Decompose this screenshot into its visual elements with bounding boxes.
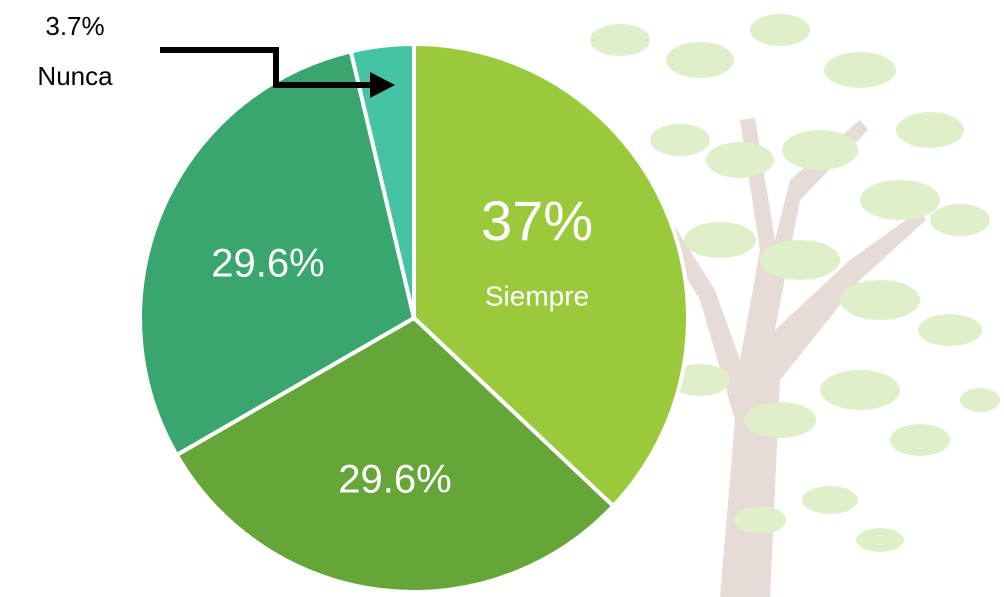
category-label: Nunca	[37, 61, 113, 91]
callout-arrow	[160, 47, 395, 98]
pie-slice	[138, 49, 416, 457]
background-tree	[590, 14, 1000, 597]
category-label: Siempre	[485, 280, 589, 311]
pie	[138, 42, 690, 594]
pie-slice	[174, 316, 616, 594]
data-label: 3.7%	[45, 11, 104, 41]
data-label: 29.6%	[211, 242, 324, 286]
pie-slice	[412, 42, 690, 509]
data-label: 29.6%	[338, 458, 451, 502]
tree-leaves	[590, 14, 1000, 552]
data-label: 37%	[481, 189, 593, 252]
arrow-line	[160, 47, 372, 88]
pie-slice	[348, 42, 416, 320]
arrow-head	[370, 72, 395, 98]
tree-trunk	[640, 118, 926, 597]
